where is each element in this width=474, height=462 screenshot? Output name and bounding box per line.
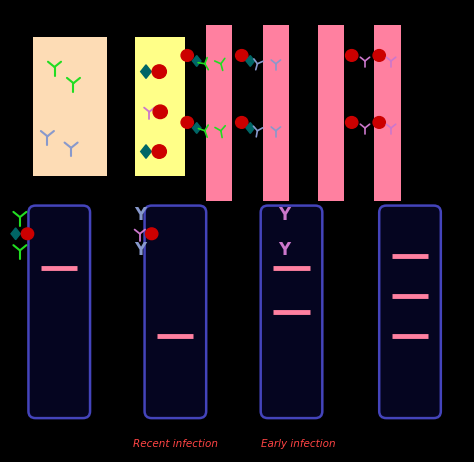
Polygon shape [11, 228, 20, 240]
Text: Recent infection: Recent infection [133, 439, 218, 449]
Bar [263, 25, 289, 201]
Ellipse shape [236, 49, 248, 61]
FancyBboxPatch shape [379, 206, 441, 418]
Ellipse shape [346, 49, 358, 61]
Bar [206, 25, 232, 201]
Ellipse shape [146, 228, 158, 240]
FancyBboxPatch shape [33, 37, 107, 176]
Polygon shape [192, 55, 201, 67]
Text: Y: Y [134, 206, 146, 224]
Text: Y: Y [278, 242, 291, 259]
Ellipse shape [236, 116, 248, 128]
Polygon shape [246, 55, 255, 67]
Bar [318, 25, 344, 201]
Ellipse shape [21, 228, 34, 240]
Text: Early infection: Early infection [261, 439, 336, 449]
Ellipse shape [152, 145, 166, 158]
FancyBboxPatch shape [261, 206, 322, 418]
FancyBboxPatch shape [28, 206, 90, 418]
Bar [374, 25, 401, 201]
Polygon shape [192, 122, 201, 134]
Ellipse shape [152, 65, 166, 79]
Ellipse shape [153, 105, 167, 119]
Ellipse shape [346, 116, 358, 128]
Polygon shape [141, 65, 151, 79]
Ellipse shape [181, 49, 193, 61]
Polygon shape [246, 122, 255, 134]
Ellipse shape [373, 49, 385, 61]
FancyBboxPatch shape [145, 206, 206, 418]
Text: Y: Y [278, 206, 291, 224]
FancyBboxPatch shape [135, 37, 185, 176]
Ellipse shape [373, 116, 385, 128]
Polygon shape [141, 145, 151, 158]
Ellipse shape [181, 116, 193, 128]
Text: Y: Y [134, 242, 146, 259]
